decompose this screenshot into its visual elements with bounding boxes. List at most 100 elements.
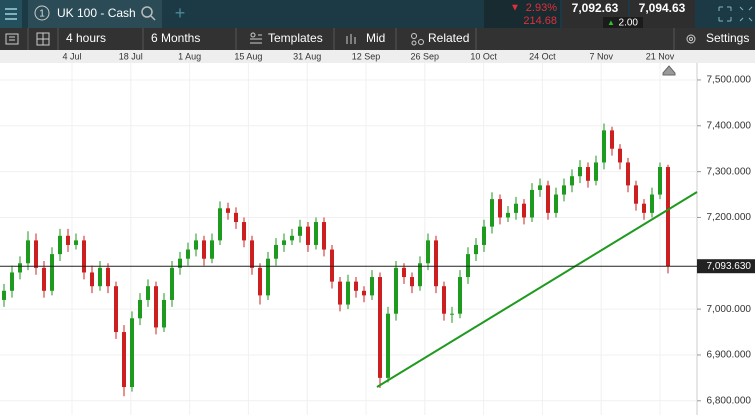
y-tick-label: 6,900.000 bbox=[707, 350, 752, 361]
candle-body bbox=[530, 189, 534, 218]
candle-body bbox=[506, 212, 510, 218]
candle-body bbox=[666, 167, 670, 267]
candle-body bbox=[642, 203, 646, 213]
trend-line[interactable] bbox=[376, 191, 698, 388]
candle-body bbox=[346, 281, 350, 305]
current-price-box bbox=[697, 259, 755, 274]
candle-body bbox=[210, 240, 214, 259]
date-label: 18 Jul bbox=[119, 51, 143, 61]
price-type-button[interactable]: Mid bbox=[366, 31, 385, 45]
candle-body bbox=[122, 332, 126, 388]
candle-body bbox=[178, 258, 182, 268]
candle-body bbox=[394, 267, 398, 314]
instrument-name: UK 100 - Cash bbox=[57, 6, 136, 20]
candle-body bbox=[570, 176, 574, 186]
date-label: 4 Jul bbox=[62, 51, 81, 61]
candle-body bbox=[362, 290, 366, 296]
candle-body bbox=[322, 222, 326, 250]
date-label: 12 Sep bbox=[352, 51, 381, 61]
candle-body bbox=[194, 240, 198, 250]
candle-body bbox=[410, 277, 414, 287]
candle-body bbox=[170, 267, 174, 300]
candle-body bbox=[50, 254, 54, 291]
search-icon[interactable] bbox=[141, 6, 156, 21]
candle-body bbox=[562, 185, 566, 195]
menu-icon bbox=[5, 8, 17, 20]
y-tick-label: 7,200.000 bbox=[707, 212, 752, 223]
candle-body bbox=[74, 240, 78, 245]
date-label: 21 Nov bbox=[646, 51, 675, 61]
up-arrow: ▲ bbox=[607, 18, 615, 27]
candle-body bbox=[386, 313, 390, 378]
candle-body bbox=[234, 212, 238, 223]
candle-body bbox=[418, 263, 422, 287]
candle-body bbox=[138, 299, 142, 319]
candle-body bbox=[626, 162, 630, 186]
candle-body bbox=[114, 286, 118, 333]
y-tick-label: 7,000.000 bbox=[707, 304, 752, 315]
candle-body bbox=[514, 203, 518, 213]
date-label: 10 Oct bbox=[470, 51, 497, 61]
candle-body bbox=[298, 226, 302, 236]
candle-body bbox=[98, 267, 102, 287]
range-button[interactable]: 6 Months bbox=[151, 31, 200, 45]
candle-body bbox=[290, 235, 294, 241]
candle-body bbox=[554, 194, 558, 213]
candle-body bbox=[274, 244, 278, 259]
plot-area bbox=[0, 63, 697, 415]
candle-body bbox=[546, 185, 550, 213]
add-tab[interactable]: + bbox=[175, 3, 186, 23]
home-button[interactable] bbox=[662, 65, 676, 76]
candle-body bbox=[90, 272, 94, 287]
candle-body bbox=[218, 208, 222, 241]
date-label: 24 Oct bbox=[529, 51, 556, 61]
candle-body bbox=[370, 277, 374, 296]
candle-body bbox=[594, 162, 598, 181]
candle-body bbox=[490, 199, 494, 227]
candle-body bbox=[578, 167, 582, 177]
candle-body bbox=[258, 267, 262, 296]
candle-body bbox=[66, 235, 70, 245]
candle-body bbox=[442, 286, 446, 314]
candle-body bbox=[82, 240, 86, 273]
current-price-label: 7,093.630 bbox=[707, 261, 752, 272]
instrument-tab[interactable] bbox=[28, 0, 162, 28]
candle-body bbox=[522, 203, 526, 218]
templates-button[interactable]: Templates bbox=[268, 31, 323, 45]
change-box bbox=[484, 0, 560, 28]
candle-body bbox=[226, 208, 230, 213]
candle-body bbox=[42, 267, 46, 291]
candle-body bbox=[538, 185, 542, 190]
y-tick-label: 7,400.000 bbox=[707, 120, 752, 131]
candle-body bbox=[658, 167, 662, 195]
candle-body bbox=[586, 167, 590, 181]
candle-body bbox=[106, 267, 110, 287]
candle-body bbox=[650, 194, 654, 213]
interval-button[interactable]: 4 hours bbox=[66, 31, 106, 45]
candle-body bbox=[482, 226, 486, 245]
price-axis bbox=[697, 63, 755, 415]
candle-body bbox=[146, 286, 150, 300]
tab-number: 1 bbox=[39, 9, 45, 20]
settings-button[interactable]: Settings bbox=[706, 31, 749, 45]
candle-body bbox=[330, 249, 334, 282]
candle-body bbox=[426, 240, 430, 264]
candle-body bbox=[34, 240, 38, 268]
y-tick-label: 7,300.000 bbox=[707, 166, 752, 177]
toolbar-separators bbox=[27, 28, 675, 50]
candle-body bbox=[186, 249, 190, 259]
down-arrow: ▼ bbox=[510, 3, 520, 14]
candle-body bbox=[450, 313, 454, 315]
spread: 2.00 bbox=[619, 18, 639, 29]
date-label: 7 Nov bbox=[589, 51, 613, 61]
window-icons[interactable] bbox=[718, 6, 753, 22]
candle-body bbox=[466, 254, 470, 278]
candle-body bbox=[378, 277, 382, 378]
candle-body bbox=[338, 281, 342, 305]
candle-body bbox=[130, 318, 134, 388]
candle-body bbox=[26, 240, 30, 264]
candle-body bbox=[10, 272, 14, 291]
related-button[interactable]: Related bbox=[428, 31, 469, 45]
candle-body bbox=[162, 299, 166, 328]
candle-body bbox=[282, 240, 286, 245]
